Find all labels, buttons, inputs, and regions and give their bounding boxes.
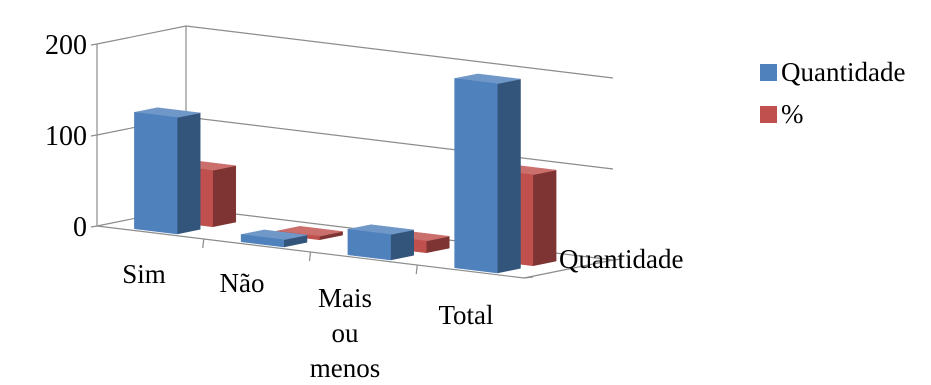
- chart-labels: 0 100 200 Sim Não Mais ou menos Total Quantidade: [45, 30, 683, 383]
- x-tick-label: menos: [310, 353, 381, 383]
- x-tick-label: Não: [220, 268, 265, 298]
- x-tick-label: Total: [438, 300, 493, 330]
- bar-side: [497, 78, 521, 274]
- depth-tick-mark: [612, 258, 623, 261]
- x-tick-mark: [415, 264, 418, 275]
- chart-legend: Quantidade%: [760, 57, 905, 129]
- bar-front: [347, 229, 391, 261]
- y-tick-label: 200: [45, 30, 87, 61]
- x-tick-mark: [308, 251, 312, 262]
- y-tick-label: 100: [45, 121, 87, 152]
- bar-quantidade-2: [347, 224, 414, 261]
- gridline-200: [96, 25, 614, 79]
- x-tick-label: Mais: [318, 283, 372, 313]
- legend-label-percent: %: [781, 99, 804, 129]
- y-tick-mark: [90, 225, 98, 228]
- bar-quantidade-3: [454, 73, 521, 274]
- x-tick-mark: [202, 238, 205, 249]
- depth-axis-label: Quantidade: [559, 244, 683, 274]
- legend-label-quantidade: Quantidade: [781, 57, 905, 87]
- y-tick-label: 0: [73, 212, 87, 243]
- bar-front: [134, 112, 178, 235]
- bar-front: [240, 234, 285, 248]
- bar-quantidade-1: [240, 229, 308, 248]
- bar-side: [390, 229, 414, 261]
- x-tick-label: ou: [332, 318, 360, 348]
- depth-axis-line: [523, 259, 614, 279]
- bar-side: [212, 165, 237, 228]
- depth-tick-mark: [523, 276, 534, 279]
- y-tick-mark: [90, 134, 98, 137]
- bar-quantidade-0: [134, 107, 201, 235]
- x-tick-label: Sim: [122, 259, 166, 289]
- bar-side: [176, 112, 201, 235]
- legend-swatch-quantidade: [760, 64, 777, 81]
- chart-bars: [134, 73, 557, 274]
- legend-swatch-percent: [760, 106, 777, 123]
- bar-front: [454, 78, 498, 274]
- bar-side: [532, 169, 557, 267]
- y-tick-mark: [90, 43, 98, 46]
